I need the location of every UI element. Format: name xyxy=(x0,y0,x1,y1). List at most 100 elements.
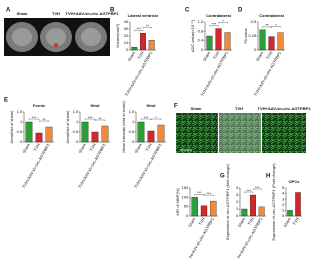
x-tick-label: Sham xyxy=(237,216,247,228)
y-axis-label: ADC value(×10⁻⁶) xyxy=(190,19,195,52)
y-tick-label: 100 xyxy=(182,194,189,199)
significance-label: * xyxy=(222,18,224,23)
chart-title: Lateral ventricle xyxy=(128,13,159,18)
bar xyxy=(45,126,53,143)
y-tick-label: 1.5 xyxy=(73,109,79,114)
bar xyxy=(241,208,248,217)
y-tick-label: 1.2 xyxy=(198,19,204,24)
y-tick-label: 0.8 xyxy=(198,28,204,33)
x-tick-label: Sham xyxy=(255,50,265,62)
significance-label: *** xyxy=(88,115,93,120)
panel-label: B xyxy=(110,8,115,14)
panel-label: D xyxy=(238,8,243,14)
chart-title: Contralateral xyxy=(259,13,284,18)
significance-bracket xyxy=(209,25,219,27)
y-tick-label: 3 xyxy=(282,196,285,201)
microscopy-images xyxy=(176,113,306,153)
y-tick-label: 1.5 xyxy=(17,109,23,114)
significance-bracket xyxy=(84,118,96,120)
bar xyxy=(259,29,266,51)
bar xyxy=(268,36,275,51)
y-tick-label: 50 xyxy=(184,204,189,209)
y-tick-label: 1.5 xyxy=(129,109,135,114)
x-tick-label: TVH xyxy=(136,50,144,60)
y-axis-label: Area(fold of sham) xyxy=(65,110,70,144)
y-tick-label: 0.25 xyxy=(248,33,257,38)
y-tick-label: 0 xyxy=(186,213,189,218)
y-tick-label: 30 xyxy=(124,26,129,31)
x-tick-label: Sham xyxy=(187,216,197,228)
y-tick-label: 0.5 xyxy=(251,19,257,24)
bar xyxy=(91,131,99,143)
x-tick-label: TVH xyxy=(88,142,96,152)
chart-title: Fornix xyxy=(33,103,46,108)
bar xyxy=(140,33,146,51)
y-tick-label: 1 xyxy=(236,206,239,211)
bar xyxy=(287,210,293,217)
significance-label: *** xyxy=(255,185,260,190)
y-tick-label: 0.4 xyxy=(198,38,204,43)
bar xyxy=(131,47,138,51)
y-tick-label: 0 xyxy=(126,47,129,52)
y-tick-label: 0.5 xyxy=(129,129,135,134)
significance-bracket xyxy=(38,120,50,122)
image-header: TVH xyxy=(52,11,60,16)
y-tick-label: 4 xyxy=(236,185,239,190)
x-tick-label: TVH xyxy=(32,142,40,152)
bar xyxy=(35,132,43,143)
image-header: TVH+AAV-sh-circ-AGTPBP1 xyxy=(66,11,120,16)
y-tick-label: 10 xyxy=(124,40,129,45)
significance-bracket xyxy=(252,188,262,190)
image-header: Sham xyxy=(17,11,28,16)
y-tick-label: 0 xyxy=(132,139,135,144)
panel-label: E xyxy=(4,98,8,104)
figure: A Sham TVH TVH+AAV-sh-circ-AGTPBP1 F Sha… xyxy=(4,8,311,258)
y-tick-label: 3 xyxy=(236,192,239,197)
significance-bracket xyxy=(150,118,162,120)
significance-bracket xyxy=(271,26,281,28)
y-axis-label: Expression of circ-AGTPBP1 (Fold change) xyxy=(271,163,276,241)
y-tick-label: 0.5 xyxy=(17,129,23,134)
bar xyxy=(200,205,208,217)
bar xyxy=(101,125,109,143)
bar xyxy=(215,28,222,51)
chart-title: Hind xyxy=(147,103,156,108)
significance-label: *** xyxy=(206,191,211,196)
y-tick-label: 1 xyxy=(20,119,23,124)
significance-bracket xyxy=(194,194,205,196)
x-tick-label: Sham xyxy=(77,142,87,154)
y-tick-label: 0 xyxy=(20,139,23,144)
significance-label: *** xyxy=(197,190,202,195)
bar xyxy=(147,130,155,143)
bar xyxy=(157,124,165,143)
y-tick-label: 2 xyxy=(236,199,239,204)
y-tick-label: 0 xyxy=(76,139,79,144)
significance-label: ** xyxy=(98,116,102,121)
chart-title: Hind xyxy=(91,103,100,108)
x-tick-label: Sham xyxy=(282,216,292,228)
y-tick-label: 0.5 xyxy=(73,129,79,134)
bar xyxy=(206,35,213,51)
bar xyxy=(81,121,89,143)
significance-bracket xyxy=(28,118,40,120)
y-tick-label: 1 xyxy=(76,119,79,124)
x-tick-label: TVH xyxy=(291,216,299,226)
y-tick-label: 0 xyxy=(236,213,239,218)
bar xyxy=(191,197,198,217)
significance-label: * xyxy=(275,23,277,28)
y-axis-label: Mean intensity (fold of sham) xyxy=(121,101,126,153)
y-axis-label: MFI of MBP(%) xyxy=(175,188,180,216)
significance-bracket xyxy=(142,27,152,29)
bar xyxy=(210,200,217,217)
significance-bracket xyxy=(134,30,144,32)
y-tick-label: 2 xyxy=(282,202,285,207)
significance-label: ** xyxy=(265,23,269,28)
y-tick-label: 4 xyxy=(282,191,285,196)
significance-label: *** xyxy=(136,26,141,31)
significance-label: *** xyxy=(246,188,251,193)
bar xyxy=(224,32,231,51)
bar xyxy=(250,194,256,217)
panel-label: H xyxy=(266,174,270,180)
chart-title: Contralateral xyxy=(206,13,231,18)
bar xyxy=(25,121,33,143)
